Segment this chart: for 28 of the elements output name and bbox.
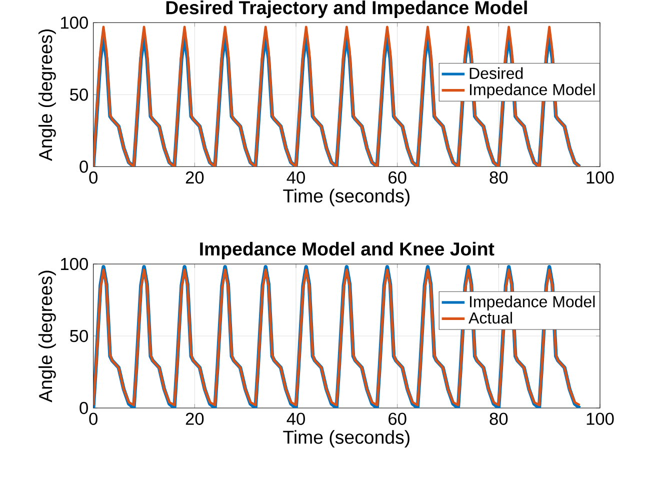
- legend-label: Impedance Model: [470, 84, 595, 99]
- y-tick-label: 0: [80, 160, 88, 173]
- x-tick-label: 0: [89, 412, 98, 426]
- legend-label: Desired: [470, 67, 523, 80]
- x-tick-label: 100: [586, 412, 614, 426]
- x-tick-label: 60: [388, 172, 406, 184]
- y-tick-label: 100: [61, 16, 88, 29]
- x-axis-title: Time (seconds): [283, 188, 410, 206]
- y-axis-title: Angle (degrees): [38, 270, 56, 403]
- y-tick-label: 100: [61, 258, 88, 270]
- y-tick-label: 0: [80, 402, 88, 414]
- y-axis-title: Angle (degrees): [38, 30, 56, 162]
- x-tick-label: 20: [186, 412, 204, 426]
- chart-title: Desired Trajectory and Impedance Model: [166, 0, 527, 18]
- x-tick-label: 0: [89, 172, 98, 184]
- x-tick-label: 60: [388, 412, 406, 426]
- x-axis-title: Time (seconds): [283, 430, 410, 448]
- legend-label: Impedance Model: [470, 296, 595, 311]
- x-tick-label: 20: [186, 172, 204, 184]
- y-tick-label: 50: [70, 88, 88, 101]
- legend-label: Actual: [468, 312, 512, 324]
- x-tick-label: 80: [490, 172, 508, 184]
- x-tick-label: 80: [490, 412, 508, 426]
- chart-title: Impedance Model and Knee Joint: [200, 242, 494, 260]
- x-tick-label: 40: [286, 412, 305, 426]
- x-tick-label: 40: [286, 172, 305, 184]
- x-tick-label: 100: [586, 172, 614, 184]
- y-tick-label: 50: [70, 330, 88, 342]
